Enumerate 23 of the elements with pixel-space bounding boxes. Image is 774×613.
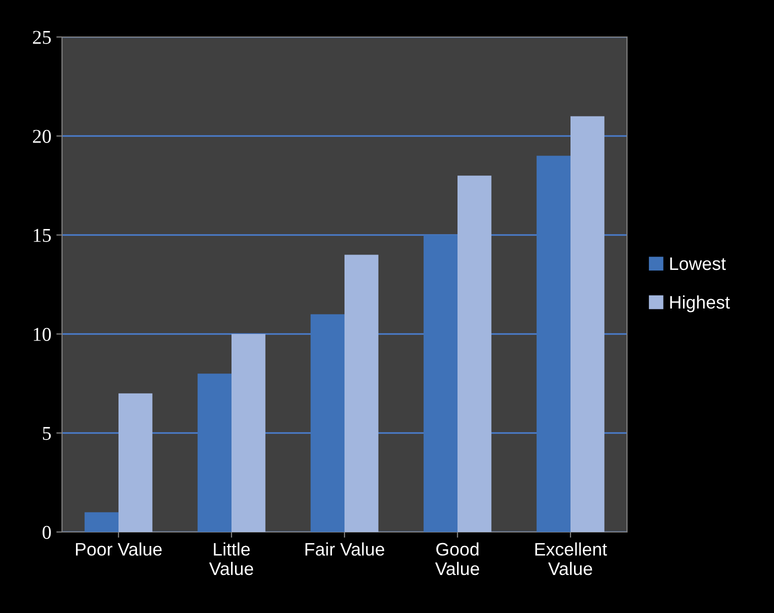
bar bbox=[310, 314, 344, 532]
bar bbox=[118, 393, 152, 532]
x-tick-label: Good Value bbox=[435, 542, 480, 576]
bar bbox=[198, 374, 232, 532]
y-tick-label: 5 bbox=[42, 427, 51, 440]
bar bbox=[84, 512, 118, 532]
bar bbox=[344, 254, 378, 532]
y-tick-label: 10 bbox=[34, 328, 51, 341]
y-tick-label: 20 bbox=[32, 130, 51, 143]
y-tick-label: 25 bbox=[32, 30, 51, 44]
y-tick-label: 15 bbox=[34, 228, 51, 242]
legend-label: Highest bbox=[670, 295, 730, 312]
x-tick-label: Fair Value bbox=[306, 542, 384, 556]
bar bbox=[232, 334, 266, 532]
x-tick-label: Little Value bbox=[209, 542, 254, 576]
legend-label: Lowest bbox=[670, 258, 726, 270]
bar bbox=[424, 235, 458, 532]
bar bbox=[536, 156, 570, 532]
y-tick-label: 0 bbox=[42, 526, 51, 539]
bar bbox=[570, 116, 604, 532]
x-tick-label: Poor Value bbox=[76, 542, 162, 556]
bar bbox=[458, 176, 492, 532]
x-tick-label: Excellent Value bbox=[535, 542, 607, 576]
